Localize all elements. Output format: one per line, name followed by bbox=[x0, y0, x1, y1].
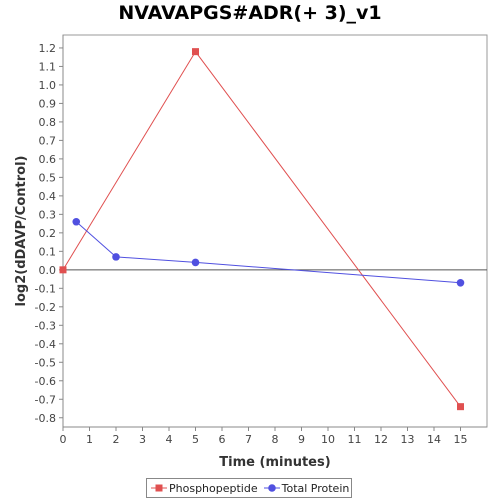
x-tick-label: 2 bbox=[113, 433, 120, 446]
y-tick-label: -0.7 bbox=[35, 393, 56, 406]
legend-square-marker-icon bbox=[151, 484, 167, 492]
data-point bbox=[191, 258, 200, 267]
y-tick-label: 0.8 bbox=[39, 116, 57, 129]
x-tick-label: 7 bbox=[245, 433, 252, 446]
y-tick-label: 0.1 bbox=[39, 245, 57, 258]
legend-label: Phosphopeptide bbox=[169, 481, 258, 495]
y-tick-label: 1.0 bbox=[39, 79, 57, 92]
x-tick-label: 4 bbox=[166, 433, 173, 446]
x-tick-label: 5 bbox=[192, 433, 199, 446]
data-point bbox=[457, 403, 464, 411]
series-phosphopeptide bbox=[59, 48, 464, 411]
x-axis-title: Time (minutes) bbox=[219, 455, 330, 470]
y-tick-label: -0.1 bbox=[35, 282, 56, 295]
y-tick-label: 0.7 bbox=[39, 134, 57, 147]
y-tick-label: -0.5 bbox=[35, 356, 56, 369]
y-tick-label: 0.5 bbox=[39, 171, 57, 184]
y-tick-label: 1.2 bbox=[39, 42, 57, 55]
x-tick-label: 12 bbox=[374, 433, 388, 446]
series-total-protein bbox=[72, 217, 465, 287]
x-tick-label: 11 bbox=[348, 433, 362, 446]
y-tick-label: 0.6 bbox=[39, 153, 57, 166]
x-tick-label: 1 bbox=[86, 433, 93, 446]
y-tick-label: 0.9 bbox=[39, 97, 57, 110]
x-tick-label: 10 bbox=[321, 433, 335, 446]
data-point bbox=[112, 253, 120, 261]
y-axis-title: log2(dDAVP/Control) bbox=[14, 156, 29, 307]
y-tick-label: 0.3 bbox=[39, 208, 57, 221]
y-tick-label: -0.4 bbox=[35, 338, 56, 351]
y-tick-label: 0.4 bbox=[39, 190, 57, 203]
y-tick-label: -0.2 bbox=[35, 301, 56, 314]
x-tick-label: 0 bbox=[60, 433, 67, 446]
plot-area bbox=[62, 34, 488, 428]
data-point bbox=[192, 48, 199, 56]
legend-label: Total Protein bbox=[281, 481, 350, 495]
series-line bbox=[75, 221, 461, 284]
x-tick-label: 8 bbox=[272, 433, 279, 446]
legend-item: Total Protein bbox=[263, 481, 350, 495]
chart-legend: Phosphopeptide Total Protein bbox=[146, 478, 352, 498]
legend-circle-marker-icon bbox=[263, 484, 280, 492]
data-point bbox=[456, 278, 465, 287]
y-tick-label: -0.3 bbox=[35, 319, 56, 332]
chart-title: NVAVAPGS#ADR(+ 3)_v1 bbox=[118, 2, 382, 24]
x-tick-label: 9 bbox=[298, 433, 305, 446]
y-tick-label: 0.0 bbox=[39, 264, 57, 277]
x-tick-label: 15 bbox=[454, 433, 468, 446]
legend-item: Phosphopeptide bbox=[151, 482, 258, 495]
y-tick-label: -0.6 bbox=[35, 375, 56, 388]
x-tick-label: 14 bbox=[427, 433, 441, 446]
x-tick-label: 6 bbox=[219, 433, 226, 446]
x-tick-label: 13 bbox=[401, 433, 415, 446]
y-tick-label: 1.1 bbox=[39, 60, 57, 73]
data-point bbox=[59, 266, 67, 274]
y-tick-label: -0.8 bbox=[35, 412, 56, 425]
x-tick-label: 3 bbox=[139, 433, 146, 446]
data-point bbox=[72, 217, 81, 226]
y-tick-label: 0.2 bbox=[39, 227, 57, 240]
